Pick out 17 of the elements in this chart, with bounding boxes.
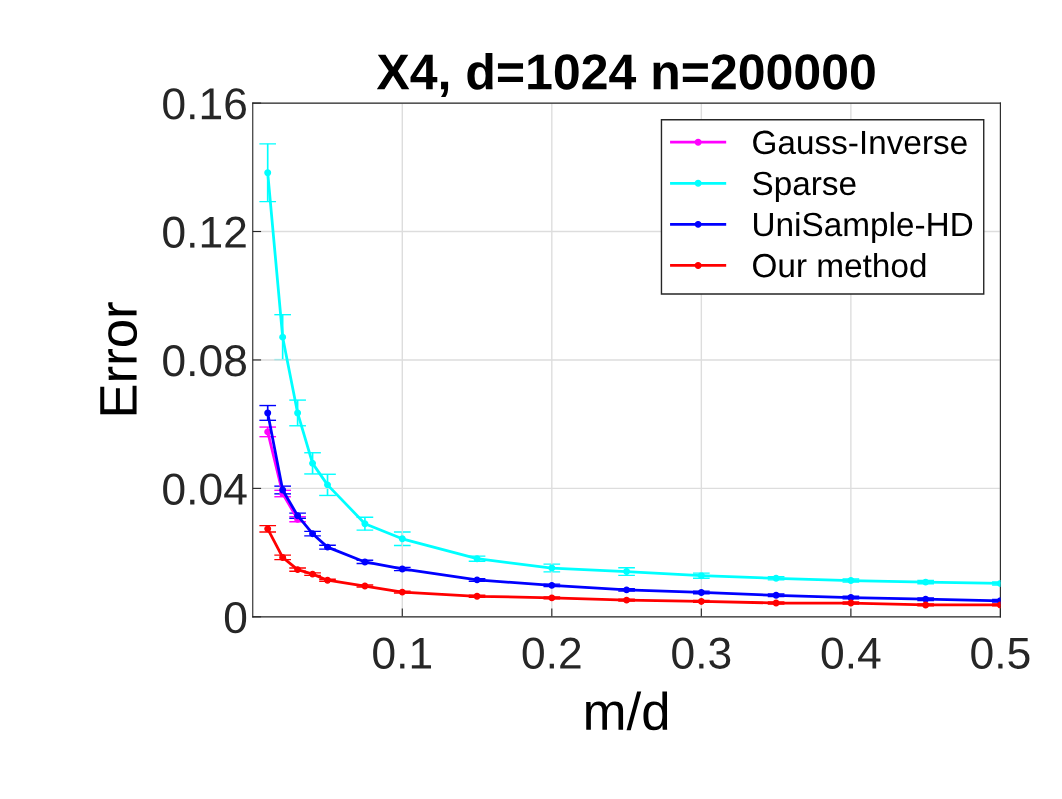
y-tick-label: 0 bbox=[224, 601, 247, 634]
legend-label: UniSample-HD bbox=[754, 211, 973, 243]
y-axis-title: Error bbox=[100, 302, 138, 415]
legend-label: Our method bbox=[753, 252, 926, 278]
y-tick-label: 0.16 bbox=[163, 88, 246, 120]
y-tick-label: 0.08 bbox=[163, 345, 246, 377]
x-tick-label: 0.4 bbox=[821, 637, 881, 669]
y-tick-label: 0.12 bbox=[163, 216, 246, 249]
legend-label: Gauss-Inverse bbox=[753, 130, 967, 155]
y-tick-label: 0.04 bbox=[163, 473, 247, 505]
x-axis-title: m/d bbox=[586, 691, 668, 731]
legend-label: Sparse bbox=[752, 171, 856, 202]
x-tick-label: 0.5 bbox=[971, 637, 1030, 669]
x-tick-label: 0.1 bbox=[373, 637, 432, 669]
x-tick-label: 0.2 bbox=[522, 637, 581, 669]
x-tick-label: 0.3 bbox=[672, 637, 731, 669]
chart-title: X4, d=1024 n=200000 bbox=[376, 52, 875, 97]
